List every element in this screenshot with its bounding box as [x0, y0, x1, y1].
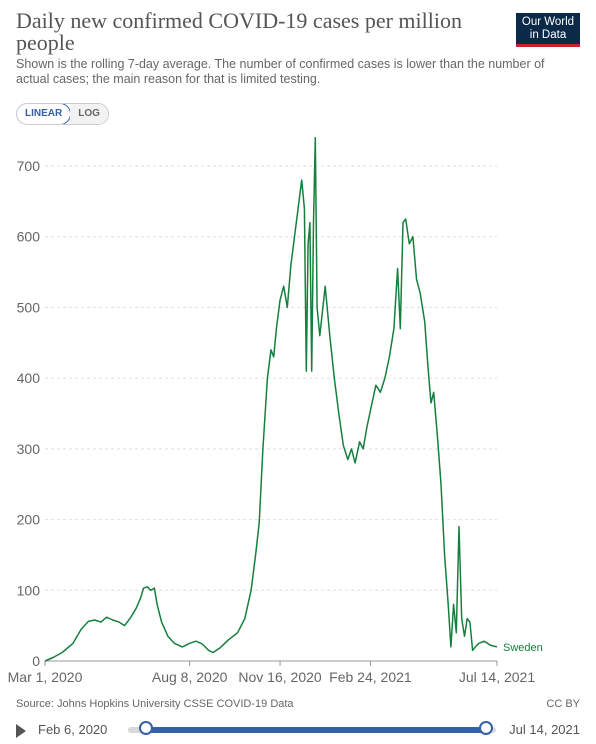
owid-logo[interactable]: Our World in Data	[516, 13, 580, 47]
source-note: Source: Johns Hopkins University CSSE CO…	[16, 698, 294, 710]
y-tick-label: 700	[17, 158, 41, 174]
y-tick-label: 300	[17, 441, 41, 457]
x-tick-label: Feb 24, 2021	[329, 669, 412, 685]
series-line-sweden	[44, 136, 498, 662]
linear-scale-button[interactable]: LINEAR	[16, 104, 72, 124]
y-tick-label: 200	[17, 512, 41, 528]
timeline-start-label: Feb 6, 2020	[38, 722, 108, 737]
x-tick-label: Nov 16, 2020	[238, 669, 321, 685]
logo-line-2: in Data	[529, 29, 567, 41]
scale-toggle[interactable]: LINEAR LOG	[16, 103, 109, 125]
line-chart: 0 100 200 300 400 500 600 700 Mar 1, 2020 Aug 8, …	[8, 136, 543, 685]
y-tick-label: 0	[32, 653, 40, 669]
timeline-start-handle[interactable]	[139, 721, 153, 735]
timeline: Feb 6, 2020 Jul 14, 2021	[16, 716, 580, 744]
y-tick-label: 400	[17, 370, 41, 386]
x-tick-label: Jul 14, 2021	[459, 669, 535, 685]
x-tick-label: Mar 1, 2020	[8, 669, 83, 685]
timeline-selected-range	[146, 727, 486, 733]
y-tick-label: 500	[17, 299, 41, 315]
timeline-end-label: Jul 14, 2021	[509, 722, 580, 737]
y-tick-label: 100	[17, 582, 41, 598]
license-link[interactable]: CC BY	[546, 698, 580, 710]
chart-title: Daily new confirmed COVID-19 cases per m…	[16, 8, 462, 55]
series-label-sweden: Sweden	[503, 642, 543, 654]
logo-line-1: Our World	[521, 16, 575, 28]
chart-subtitle: Shown is the rolling 7-day average. The …	[16, 57, 545, 86]
x-tick-label: Aug 8, 2020	[152, 669, 228, 685]
timeline-end-handle[interactable]	[479, 721, 493, 735]
log-scale-button[interactable]: LOG	[70, 104, 108, 124]
play-icon[interactable]	[16, 724, 26, 738]
y-tick-label: 600	[17, 229, 41, 245]
